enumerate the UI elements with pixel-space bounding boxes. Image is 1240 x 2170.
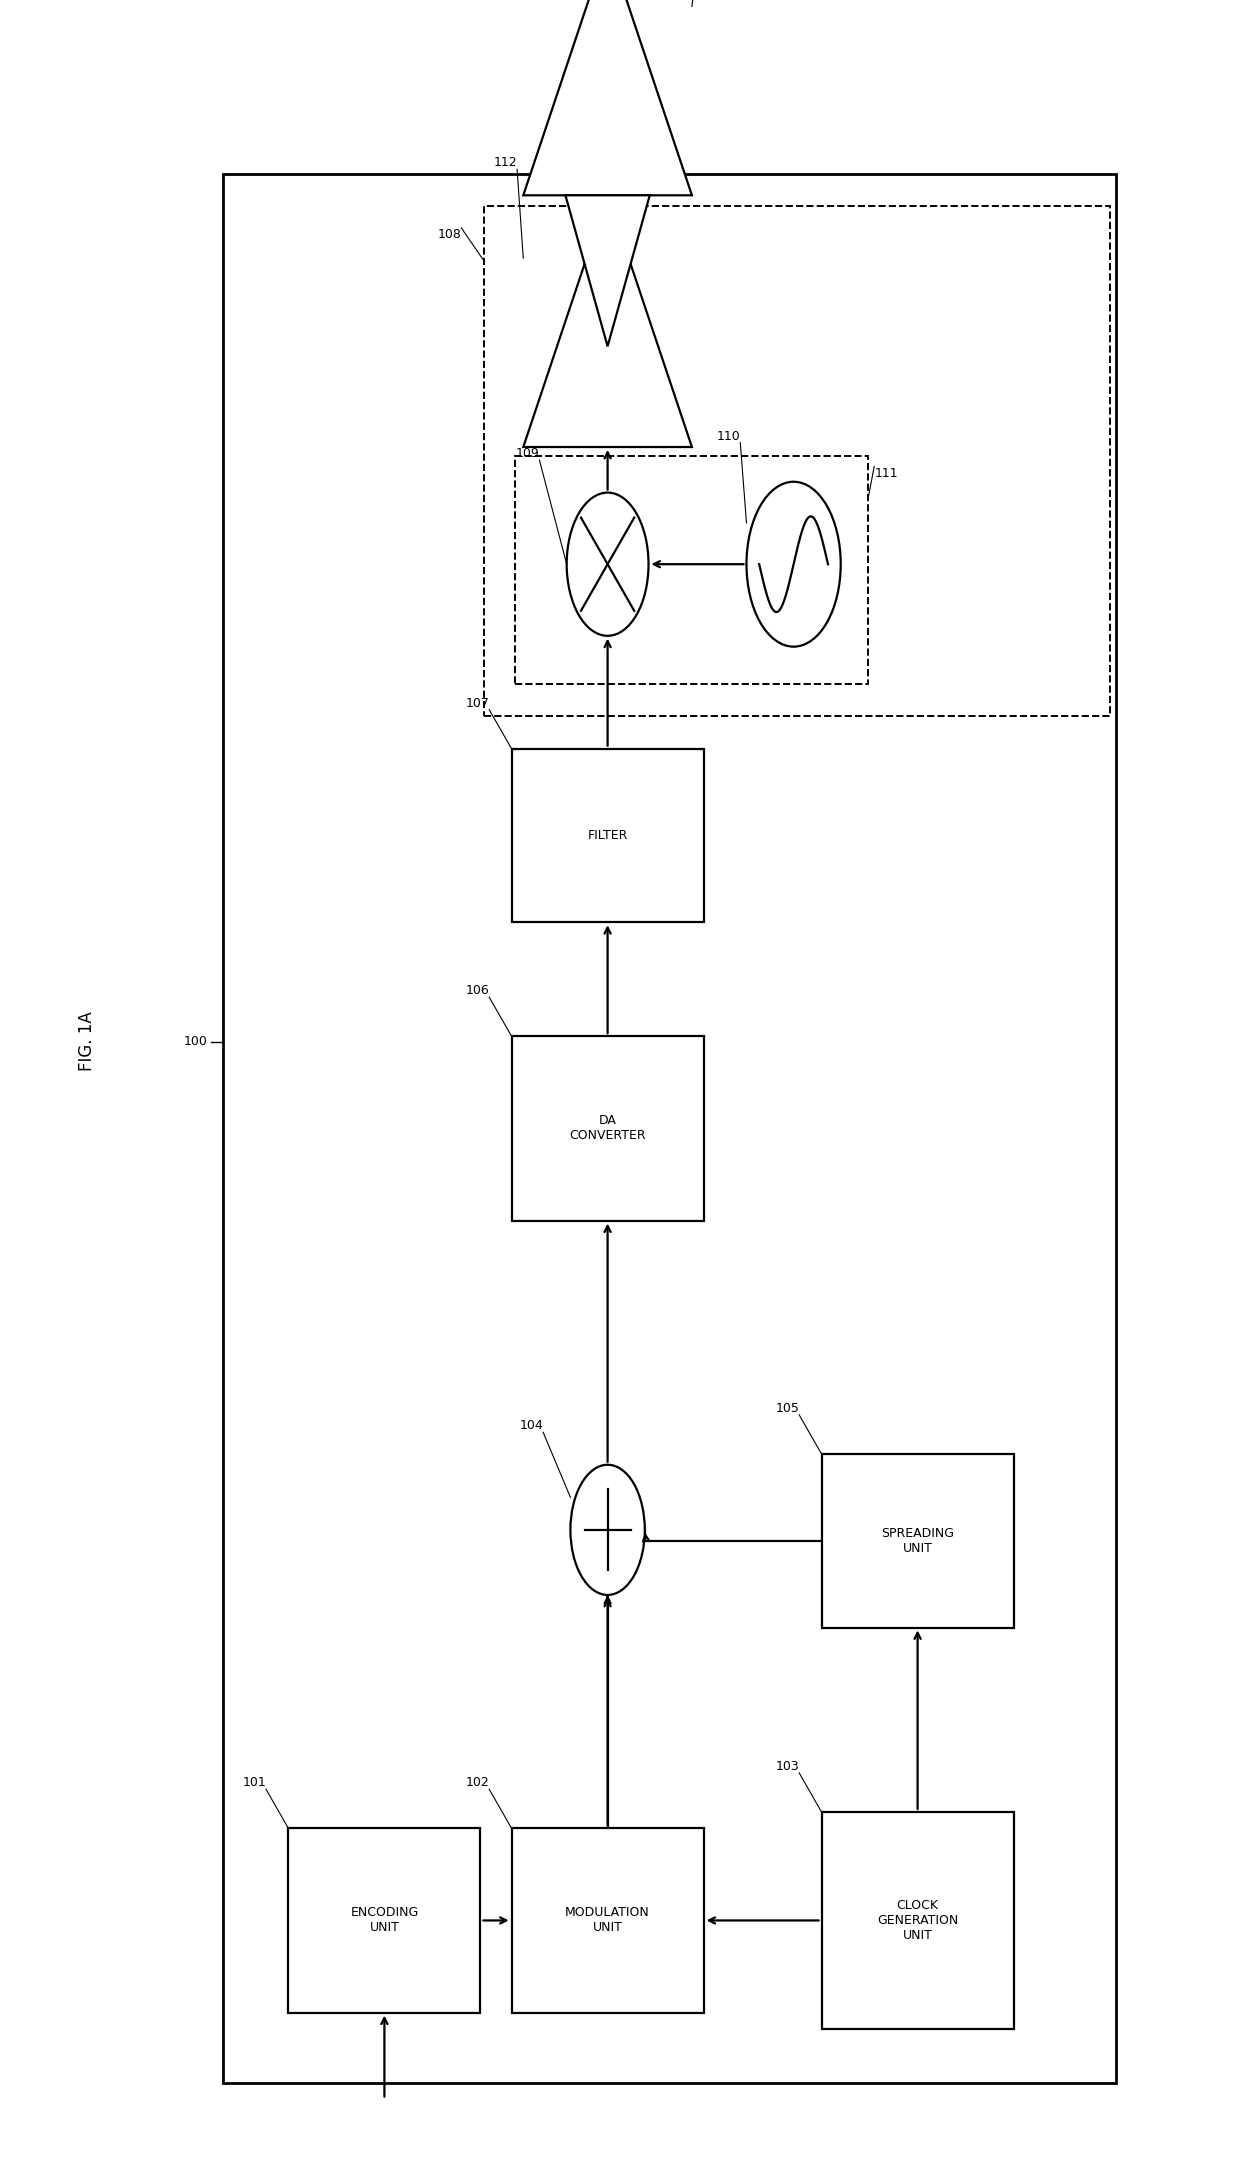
Bar (223, 174, 1116, 2083)
Bar (288, 1827, 480, 2014)
Text: 104: 104 (520, 1419, 543, 1432)
Text: 112: 112 (494, 156, 517, 169)
Text: MODULATION
UNIT: MODULATION UNIT (565, 1907, 650, 1933)
Polygon shape (523, 195, 692, 447)
Text: 101: 101 (242, 1777, 267, 1788)
Bar (821, 1812, 1014, 2029)
Text: SPREADING
UNIT: SPREADING UNIT (882, 1528, 954, 1554)
Bar (511, 1037, 704, 1220)
Polygon shape (523, 0, 692, 195)
Text: 109: 109 (516, 447, 539, 460)
Text: FILTER: FILTER (588, 829, 627, 842)
Circle shape (570, 1465, 645, 1595)
Text: DA
CONVERTER: DA CONVERTER (569, 1115, 646, 1141)
Text: 102: 102 (465, 1777, 489, 1788)
Bar (511, 749, 704, 922)
Bar (511, 1827, 704, 2014)
Text: 107: 107 (465, 697, 489, 710)
Text: ENCODING
UNIT: ENCODING UNIT (350, 1907, 419, 1933)
Circle shape (746, 482, 841, 647)
Text: 105: 105 (775, 1402, 799, 1415)
Text: 106: 106 (465, 985, 489, 998)
Text: 110: 110 (717, 430, 740, 443)
Text: 103: 103 (775, 1760, 799, 1773)
Bar (484, 206, 1110, 716)
Text: FIG. 1A: FIG. 1A (78, 1011, 95, 1072)
Polygon shape (565, 195, 650, 347)
Text: 111: 111 (874, 467, 898, 480)
Text: 108: 108 (438, 228, 461, 241)
Bar (821, 1454, 1014, 1628)
Bar (515, 456, 868, 684)
Text: 100: 100 (184, 1035, 207, 1048)
Text: CLOCK
GENERATION
UNIT: CLOCK GENERATION UNIT (877, 1899, 959, 1942)
Circle shape (567, 493, 649, 636)
